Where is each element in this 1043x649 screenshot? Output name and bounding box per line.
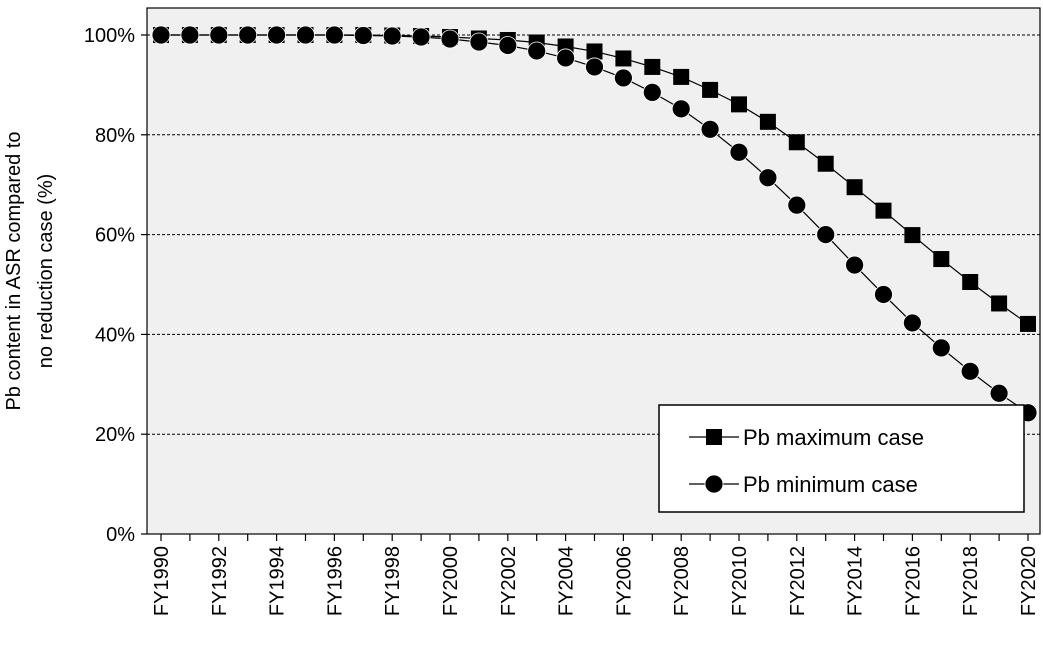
x-tick-label: FY2014 <box>845 546 867 616</box>
y-tick-label: 0% <box>106 524 135 546</box>
x-tick-label: FY2006 <box>613 546 635 616</box>
x-tick-label: FY2012 <box>787 546 809 616</box>
data-point-square <box>702 81 719 98</box>
y-tick-label: 60% <box>95 225 135 247</box>
data-point-circle <box>700 119 720 139</box>
data-point-square <box>933 251 950 268</box>
data-point-square <box>904 227 921 244</box>
data-point-circle <box>382 26 402 46</box>
data-point-circle <box>960 361 980 381</box>
y-tick-label: 40% <box>95 324 135 346</box>
x-tick-label: FY2008 <box>671 546 693 616</box>
data-point-circle <box>758 168 778 188</box>
data-point-circle <box>989 383 1009 403</box>
data-point-square <box>875 202 892 219</box>
y-tick-label: 20% <box>95 424 135 446</box>
x-tick-label: FY2000 <box>440 546 462 616</box>
data-point-circle <box>411 27 431 47</box>
data-point-circle <box>209 25 229 45</box>
data-point-square <box>991 295 1008 312</box>
y-tick-label: 80% <box>95 125 135 147</box>
x-tick-label: FY2002 <box>498 546 520 616</box>
legend-label: Pb maximum case <box>743 425 924 450</box>
data-point-circle <box>267 25 287 45</box>
data-point-square <box>644 58 661 75</box>
data-point-circle <box>498 36 518 55</box>
data-point-square <box>1020 315 1036 332</box>
data-point-circle <box>642 82 662 102</box>
data-point-circle <box>296 25 315 45</box>
x-tick-label: FY1994 <box>267 546 289 616</box>
data-point-circle <box>180 25 200 45</box>
legend-label: Pb minimum case <box>743 472 918 497</box>
data-point-circle <box>845 255 864 275</box>
data-point-circle <box>931 338 951 358</box>
data-point-circle <box>527 41 547 61</box>
data-point-circle <box>556 48 575 68</box>
data-point-circle <box>238 25 258 45</box>
data-point-circle <box>614 68 633 88</box>
x-tick-label: FY1992 <box>209 546 231 616</box>
y-axis-label: Pb content in ASR compared to <box>3 131 25 410</box>
data-point-square <box>586 43 603 60</box>
x-tick-label: FY1990 <box>151 546 173 616</box>
data-point-square <box>788 134 805 151</box>
data-point-circle <box>440 29 460 49</box>
data-point-circle <box>151 25 171 45</box>
data-point-circle <box>353 26 373 45</box>
legend-marker-square <box>706 429 722 445</box>
data-point-circle <box>787 195 807 215</box>
data-point-square <box>846 179 863 196</box>
data-point-circle <box>324 25 344 45</box>
data-point-circle <box>903 313 922 333</box>
x-tick-label: FY1996 <box>324 546 346 616</box>
x-tick-label: FY1998 <box>382 546 404 616</box>
x-tick-label: FY2020 <box>1018 546 1040 616</box>
data-point-circle <box>729 142 749 162</box>
legend-marker-circle <box>704 474 724 494</box>
data-point-square <box>731 96 747 113</box>
x-tick-label: FY2004 <box>556 546 578 616</box>
data-point-circle <box>816 225 836 245</box>
x-tick-label: FY2010 <box>729 546 751 616</box>
data-point-circle <box>874 285 893 304</box>
data-point-circle <box>671 99 691 119</box>
data-point-circle <box>469 32 489 52</box>
y-axis-label: no reduction case (%) <box>35 174 57 369</box>
data-point-square <box>673 68 690 85</box>
y-tick-label: 100% <box>84 25 135 47</box>
legend <box>658 404 1025 513</box>
x-tick-label: FY2018 <box>960 546 982 616</box>
data-point-square <box>759 113 776 130</box>
data-point-square <box>615 50 632 67</box>
data-point-square <box>817 155 834 172</box>
data-point-square <box>962 274 979 291</box>
x-tick-label: FY2016 <box>902 546 924 616</box>
data-point-circle <box>585 57 604 77</box>
